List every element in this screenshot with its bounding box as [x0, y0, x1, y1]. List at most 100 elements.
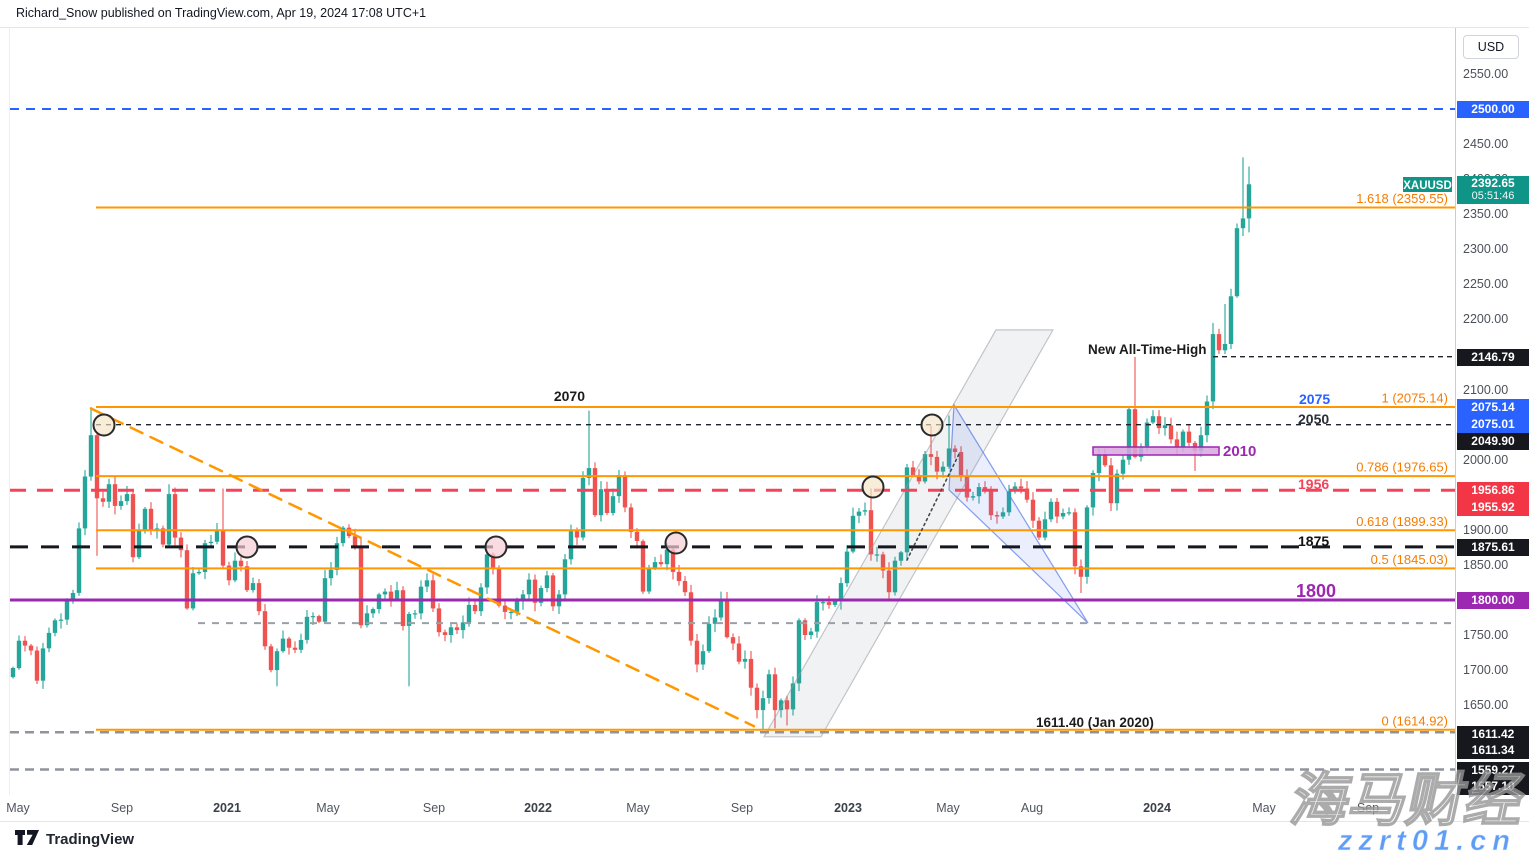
candle-body [736, 643, 742, 662]
time-tick: May [936, 801, 960, 815]
candle-body [976, 487, 982, 497]
candle-body [1114, 473, 1120, 504]
fib-label: 1.618 (2359.55) [1356, 191, 1448, 206]
candle-body [28, 645, 34, 651]
chart-annotation: 2075 [1299, 391, 1330, 407]
candle-body [136, 529, 142, 558]
price-level-badge: 2075.14 [1457, 398, 1529, 416]
candle-body [220, 531, 226, 566]
currency-toggle-button[interactable]: USD [1463, 35, 1519, 59]
candle-body [628, 507, 634, 532]
candle-body [1042, 519, 1048, 538]
candle-body [388, 591, 394, 599]
candle-body [1144, 422, 1150, 447]
candle-body [58, 619, 64, 621]
candle-body [232, 560, 238, 581]
highlight-circle [861, 475, 885, 499]
candle-body [1216, 334, 1222, 351]
ascending-channel [762, 329, 1055, 738]
candle-body [982, 487, 988, 490]
candle-body [760, 698, 766, 711]
candle-body [754, 687, 760, 711]
candle-body [520, 594, 526, 602]
mini-dotted [906, 451, 961, 561]
candle-body [634, 531, 640, 541]
candle-body [394, 590, 400, 599]
candle-body [1084, 507, 1090, 577]
candle-body [730, 637, 736, 644]
candle-body [466, 604, 472, 623]
candle-body [256, 583, 262, 612]
price-level-badge: 1611.42 [1457, 725, 1529, 743]
price-tick: 2300.00 [1463, 242, 1509, 257]
candle-body [52, 620, 58, 633]
candle-body [34, 650, 40, 681]
candle-body [508, 611, 514, 614]
downtrend-dashed [89, 407, 756, 728]
candle-body [934, 456, 940, 472]
candle-body [880, 554, 886, 571]
candle-body [1168, 425, 1174, 440]
candle-body [892, 560, 898, 593]
price-axis[interactable]: USD 2550.002450.002400.002350.002300.002… [1455, 28, 1529, 820]
price-level-badge: 1955.92 [1457, 498, 1529, 516]
candle-body [904, 467, 910, 553]
candle-body [682, 581, 688, 593]
candle-body [748, 658, 754, 688]
chart-canvas[interactable]: 1.618 (2359.55) 1 (2075.14) 0.786 (1976.65… [10, 28, 1456, 795]
candle-body [64, 601, 70, 620]
price-level-badge: 2049.90 [1457, 432, 1529, 450]
tradingview-logo-icon[interactable] [15, 830, 41, 851]
candle-body [856, 511, 862, 516]
attribution-bar: TradingView [0, 822, 1529, 857]
time-axis[interactable]: May Sep 2021 May Sep 2022 May Sep 2023 May Aug 2024… [0, 795, 1529, 822]
price-level-badge: 1956.86 [1457, 481, 1529, 499]
candle-body [1054, 501, 1060, 517]
price-tick: 1700.00 [1463, 663, 1509, 678]
candle-body [442, 632, 448, 635]
highlight-circle [235, 535, 259, 559]
candle-body [1132, 409, 1138, 457]
candle-body [1228, 296, 1234, 344]
candle-body [970, 496, 976, 498]
candle-body [94, 435, 100, 499]
candle-body [1030, 499, 1036, 521]
candle-body [88, 435, 94, 477]
candle-body [1036, 520, 1042, 538]
price-tick: 2250.00 [1463, 277, 1509, 292]
candle-body [196, 571, 202, 574]
price-level-badge: 1557.10 [1457, 777, 1529, 795]
candle-body [1186, 431, 1192, 443]
candle-body [208, 541, 214, 544]
candle-body [958, 452, 964, 476]
candle-body [364, 613, 370, 626]
candle-body [784, 700, 790, 710]
candle-body [592, 468, 598, 516]
candle-body [820, 602, 826, 604]
candle-body [928, 454, 934, 457]
candle-body [580, 477, 586, 538]
price-tick: 2350.00 [1463, 207, 1509, 222]
candle-body [160, 528, 166, 545]
candle-body [406, 614, 412, 626]
candle-body [1156, 416, 1162, 429]
time-tick: Sep [422, 801, 446, 815]
tradingview-wordmark[interactable]: TradingView [46, 831, 135, 848]
chart-annotation: 2050 [1298, 411, 1329, 427]
candle-body [430, 580, 436, 609]
candle-body [10, 668, 16, 678]
candle-body [610, 496, 616, 513]
candle-body [700, 651, 706, 665]
candle-body [238, 560, 244, 567]
fib-label: 0 (1614.92) [1382, 713, 1449, 728]
candle-body [946, 448, 952, 467]
price-tick: 1750.00 [1463, 628, 1509, 643]
candle-body [274, 651, 280, 671]
chart-pane[interactable]: 1.618 (2359.55) 1 (2075.14) 0.786 (1976.65… [9, 28, 1456, 795]
candle-body [358, 546, 364, 626]
candle-body [694, 640, 700, 665]
candle-body [412, 613, 418, 615]
highlight-circle [920, 413, 944, 437]
price-tick: 2100.00 [1463, 382, 1509, 397]
candle-body [670, 549, 676, 572]
